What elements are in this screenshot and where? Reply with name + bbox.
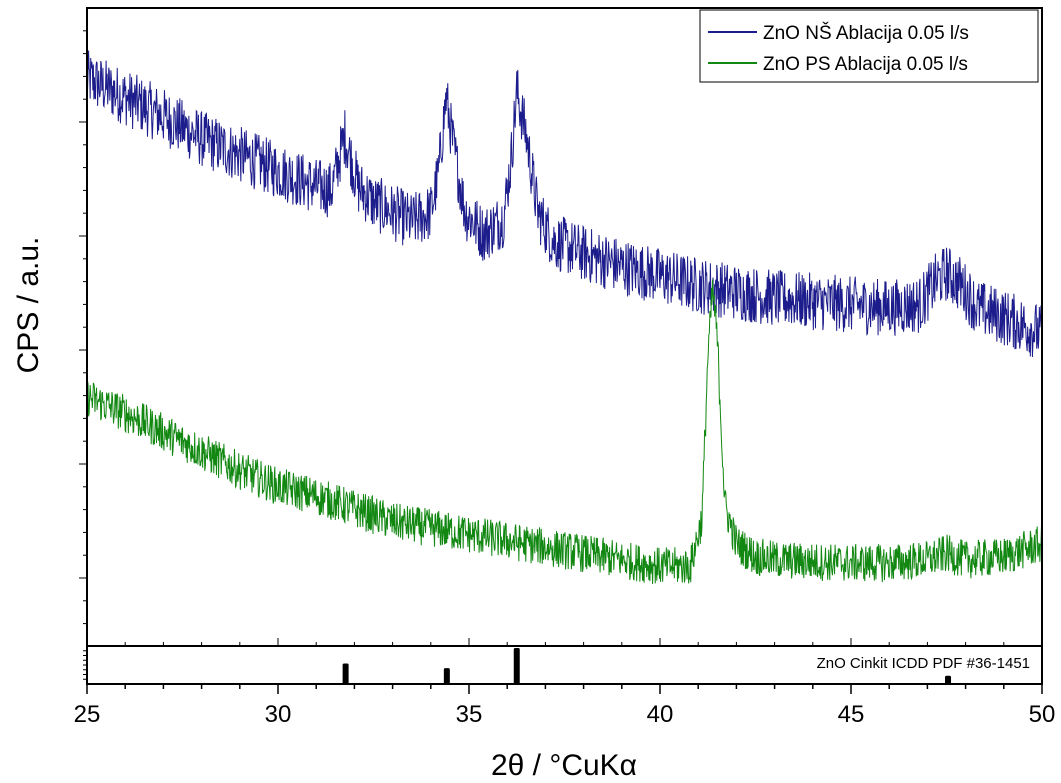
y-axis-ticks xyxy=(79,30,87,625)
main-panel xyxy=(79,7,1043,647)
reference-peaks xyxy=(342,648,952,684)
reference-peak xyxy=(342,663,349,684)
legend-label-nanostructures: ZnO NŠ Ablacija 0.05 l/s xyxy=(763,22,969,44)
reference-peak xyxy=(513,648,520,684)
series-line-0 xyxy=(87,50,1042,357)
x-tick-label: 35 xyxy=(456,701,483,728)
reference-y-ticks xyxy=(83,650,87,680)
legend-label-ps: ZnO PS Ablacija 0.05 l/s xyxy=(763,54,968,75)
legend: ZnO NŠ Ablacija 0.05 l/s ZnO PS Ablacija… xyxy=(699,9,1039,83)
x-tick-label: 25 xyxy=(74,701,101,728)
x-tick-label: 50 xyxy=(1029,701,1056,728)
x-tick-label: 40 xyxy=(647,701,674,728)
y-axis-title: CPS / a.u. xyxy=(12,237,45,374)
legend-box xyxy=(699,9,1039,83)
x-tick-label: 30 xyxy=(265,701,292,728)
reference-peak xyxy=(945,675,952,684)
x-axis-ticks: 25 30 35 40 45 50 xyxy=(74,638,1056,728)
reference-panel: ZnO Cinkit ICDD PDF #36-1451 xyxy=(83,645,1043,685)
reference-label: ZnO Cinkit ICDD PDF #36-1451 xyxy=(817,655,1030,672)
series-line-1 xyxy=(87,279,1042,585)
reference-peak xyxy=(443,668,450,684)
x-tick-label: 45 xyxy=(838,701,865,728)
x-axis-title: 2θ / °CuKα xyxy=(491,749,637,782)
series-layer xyxy=(87,50,1042,585)
